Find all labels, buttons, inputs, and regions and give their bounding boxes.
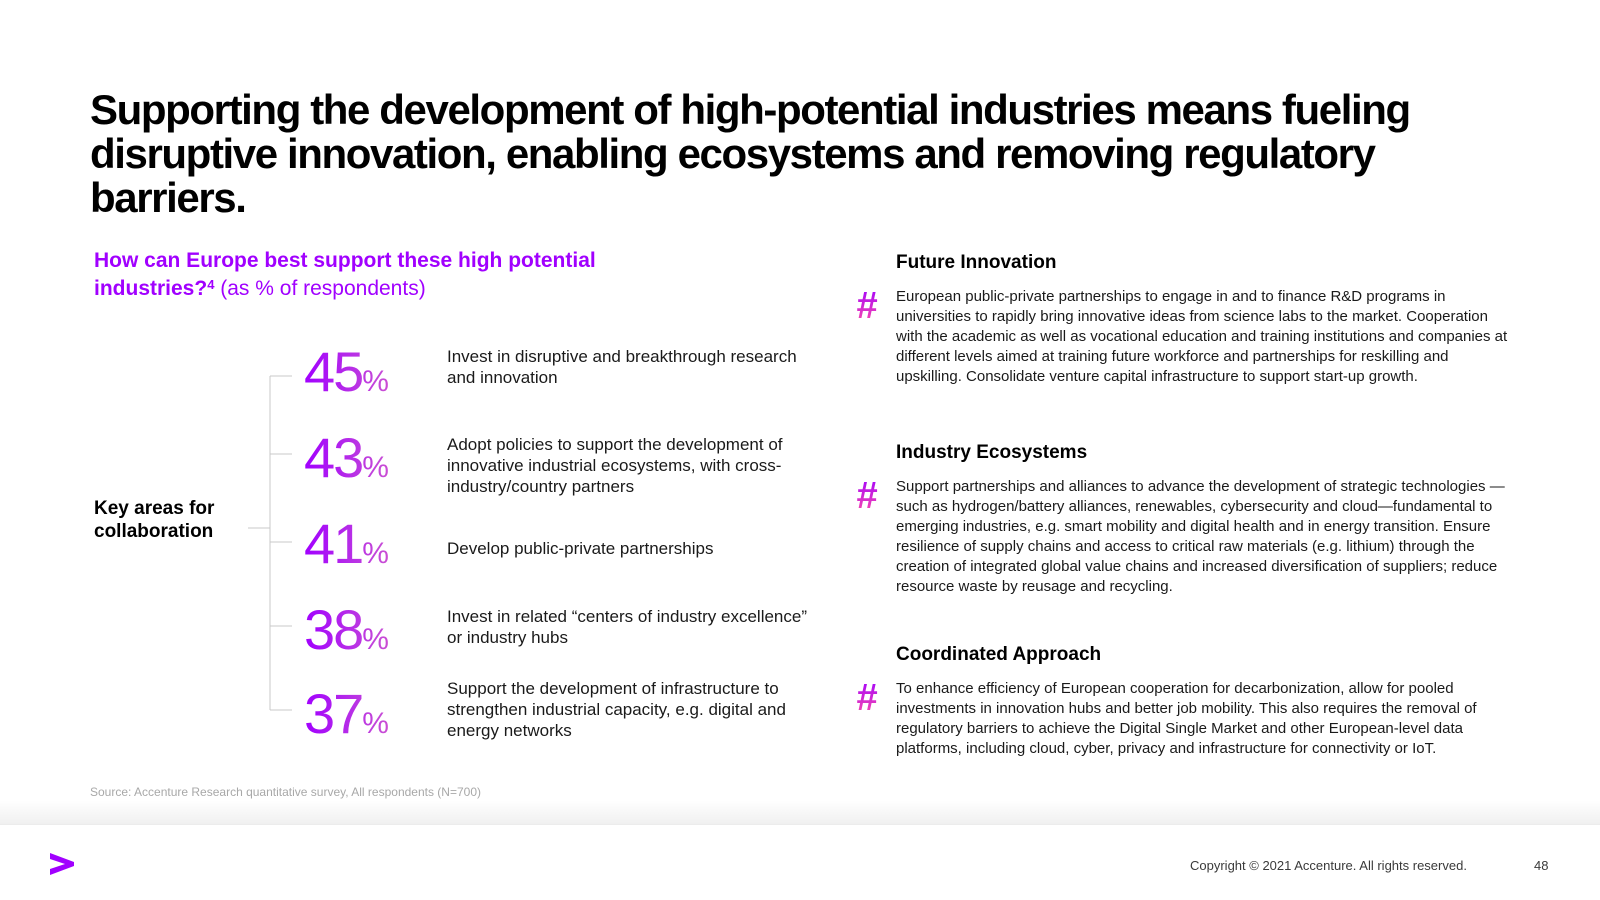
stat-value: 37%	[304, 684, 444, 744]
source-note: Source: Accenture Research quantitative …	[90, 785, 481, 799]
stat-value: 38%	[304, 600, 444, 660]
section-body: Support partnerships and alliances to ad…	[896, 478, 1505, 595]
section-title: Coordinated Approach	[896, 644, 1102, 665]
survey-question: How can Europe best support these high p…	[94, 247, 694, 303]
stat-value: 43%	[304, 428, 444, 488]
section-title: Industry Ecosystems	[896, 442, 1088, 463]
stat-value: 45%	[304, 342, 444, 402]
page-number: 48	[1534, 858, 1549, 873]
footer-shadow	[0, 800, 1600, 824]
stat-label: Adopt policies to support the developmen…	[447, 435, 783, 496]
hash-icon: #	[856, 679, 886, 717]
footer	[0, 824, 1600, 900]
stat-row: 37% Support the development of infrastru…	[304, 679, 804, 764]
stat-row: 41% Develop public-private partnerships	[304, 514, 804, 594]
key-areas-label: Key areas for collaboration	[94, 498, 215, 542]
stat-row: 38% Invest in related “centers of indust…	[304, 600, 808, 680]
stat-label: Support the development of infrastructur…	[447, 679, 786, 740]
hash-icon: #	[856, 287, 886, 325]
section-future-innovation: # Future Innovation European public-priv…	[856, 251, 1516, 411]
stat-row: 43% Adopt policies to support the develo…	[304, 428, 804, 508]
hash-icon: #	[856, 477, 886, 515]
section-body: To enhance efficiency of European cooper…	[896, 680, 1477, 757]
stat-label: Invest in disruptive and breakthrough re…	[447, 347, 797, 387]
stat-value: 41%	[304, 514, 444, 574]
footnote-marker: 4	[207, 277, 215, 292]
section-title: Future Innovation	[896, 252, 1057, 273]
question-qualifier: (as % of respondents)	[214, 277, 426, 300]
accenture-chevron-icon	[50, 853, 74, 875]
copyright-text: Copyright © 2021 Accenture. All rights r…	[1190, 858, 1467, 873]
question-text: How can Europe best support these high p…	[94, 249, 596, 300]
stat-row: 45% Invest in disruptive and breakthroug…	[304, 342, 804, 422]
bracket-connector	[248, 375, 292, 711]
stat-label: Develop public-private partnerships	[447, 539, 714, 558]
section-industry-ecosystems: # Industry Ecosystems Support partnershi…	[856, 441, 1516, 621]
section-coordinated-approach: # Coordinated Approach To enhance effici…	[856, 643, 1516, 783]
page-title: Supporting the development of high-poten…	[90, 86, 1411, 221]
section-body: European public-private partnerships to …	[896, 288, 1508, 385]
stat-label: Invest in related “centers of industry e…	[447, 607, 808, 647]
